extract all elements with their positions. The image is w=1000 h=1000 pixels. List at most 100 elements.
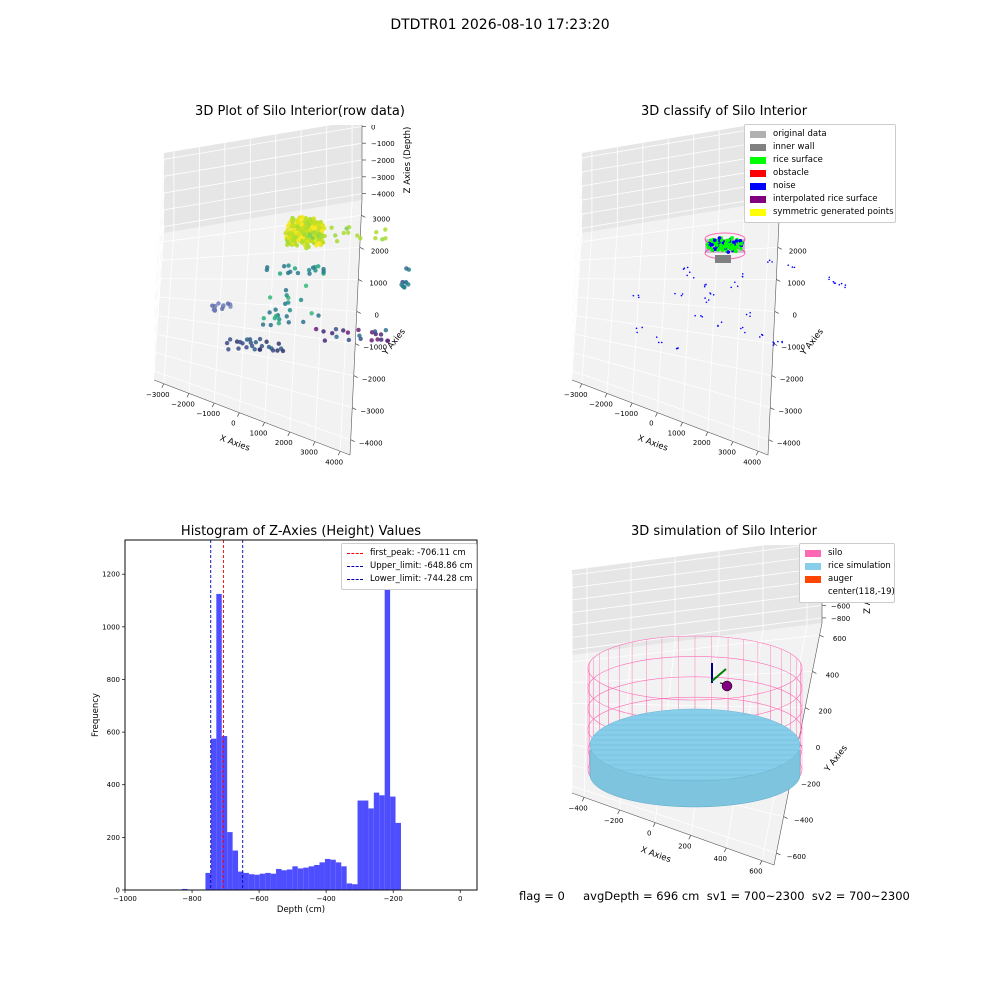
p2-rice-surface-point [731, 243, 735, 248]
p2-x-label: X Axies [636, 434, 669, 454]
p2-y-tick-label: −2000 [780, 376, 804, 384]
p2-noise-point [772, 341, 774, 343]
p1-point [267, 295, 273, 300]
p2-x-tick [629, 402, 633, 408]
p1-point [257, 347, 263, 352]
p2-rice-surface-point [738, 239, 743, 243]
p2-noise-point [844, 286, 846, 289]
p2-z-grid [571, 125, 781, 305]
p1-z-tick-label: −4000 [371, 191, 395, 199]
p1-z-tick-label: −2000 [371, 157, 395, 165]
p2-noise-point [781, 341, 783, 344]
p1-point [306, 267, 312, 273]
p1-point-top [289, 217, 295, 223]
hist-x-tick-label: −1000 [113, 895, 137, 903]
p2-x-grid [757, 201, 771, 452]
p2-x-tick [755, 451, 759, 456]
p1-y-grid [158, 315, 356, 344]
hist-bar [181, 888, 188, 890]
p4-x-tick [759, 860, 763, 865]
p1-point-top [305, 242, 310, 247]
p1-x-tick-label: 1000 [250, 429, 268, 437]
p1-point [277, 317, 282, 322]
hist-bar [210, 738, 217, 890]
p1-y-tick-label: 1000 [369, 279, 387, 287]
p1-point [280, 348, 286, 354]
hist-bar [216, 593, 222, 890]
p2-noise-point [793, 266, 796, 269]
p1-y-tick [353, 375, 358, 378]
hist-bar [259, 873, 266, 890]
p1-y-grid [160, 278, 359, 280]
p1-point [372, 329, 378, 334]
hist-x-tick-label: −800 [182, 895, 201, 903]
p1-y-tick [352, 407, 357, 410]
legend-symmetric: symmetric generated points [773, 207, 894, 217]
p1-point [333, 327, 339, 332]
hist-y-tick-label: 400 [107, 781, 120, 789]
p2-x-grid [581, 231, 593, 384]
p2-noise-point [740, 327, 742, 330]
p1-x-grid [289, 210, 302, 432]
p2-y-tick [774, 311, 779, 314]
p2-noise-point [832, 280, 835, 283]
p2-x-tick [705, 431, 709, 437]
p1-point [355, 233, 360, 238]
p1-x-tick-label: 3000 [300, 449, 318, 457]
p1-x-grid [239, 218, 251, 413]
p2-noise-point [637, 294, 640, 297]
p2-noise-point [844, 284, 847, 286]
p1-y-tick-label: −4000 [359, 440, 383, 448]
p2-x-tick-label: −3000 [564, 391, 588, 399]
hist-bar [330, 859, 336, 890]
hist-bar [308, 866, 315, 890]
p2-y-grid [576, 315, 774, 344]
p1-point [266, 344, 272, 350]
p1-point [211, 307, 217, 312]
p2-x-tick-label: −1000 [614, 410, 638, 418]
p1-point [334, 239, 340, 244]
p2-noise-point [705, 301, 708, 304]
p1-point [334, 334, 339, 340]
p1-point [346, 337, 352, 343]
plot2-legend: original data inner wall rice surface ob… [744, 124, 896, 223]
p4-auger-y [711, 668, 727, 682]
p1-point [406, 282, 411, 287]
p1-point [369, 338, 374, 343]
p2-noise-point [674, 292, 676, 295]
p2-x-grid [606, 227, 618, 394]
p2-noise-point [734, 281, 736, 284]
p2-y-tick [771, 375, 776, 378]
p1-point-top [317, 220, 323, 225]
p1-point [283, 287, 289, 293]
p1-point [404, 266, 409, 271]
hist-bar [362, 800, 369, 890]
hist-y-tick-label: 1200 [102, 571, 120, 579]
p1-x-tick [161, 383, 165, 388]
hist-bar [243, 872, 249, 890]
hist-bar [395, 822, 401, 890]
p2-x-tick-label: 3000 [718, 449, 736, 457]
p2-x-tick-label: −2000 [589, 400, 613, 408]
p1-x-grid [314, 205, 328, 442]
hist-bar [286, 869, 293, 890]
p2-floor-pane [572, 200, 780, 455]
p2-noise-point [677, 347, 679, 349]
p1-point-top [298, 217, 304, 222]
p1-y-tick-label: 3000 [372, 215, 390, 223]
p2-noise-point [692, 276, 695, 279]
legend-rice-simulation: rice simulation [828, 561, 891, 571]
p1-y-tick-label: 2000 [371, 247, 389, 255]
p4-y-label: Y Axies [822, 743, 850, 775]
plot2-title: 3D classify of Silo Interior [640, 104, 808, 119]
p4-y-tick-label: −400 [794, 817, 813, 825]
p2-rice-surface-point [732, 240, 736, 245]
p1-point [295, 270, 301, 276]
p4-x-tick-label: 600 [749, 868, 762, 875]
p4-y-tick-label: 200 [819, 708, 832, 716]
p1-point-top [307, 227, 312, 233]
hist-bar [297, 868, 304, 890]
p1-x-grid [163, 231, 175, 384]
p4-x-tick [581, 797, 585, 802]
p1-z-tick-label: −3000 [371, 174, 395, 182]
